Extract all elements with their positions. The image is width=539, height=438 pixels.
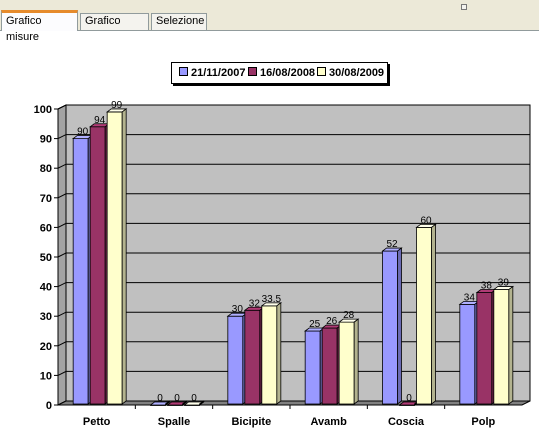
gridline xyxy=(57,341,530,347)
bar xyxy=(72,138,89,405)
data-label: 28 xyxy=(343,310,355,321)
data-label: 25 xyxy=(309,319,321,330)
bar xyxy=(493,289,510,405)
y-tick-label: 0 xyxy=(46,400,52,412)
bar xyxy=(89,126,106,405)
legend-swatch-2 xyxy=(248,67,257,76)
x-tick-label: Bicipite xyxy=(231,416,271,428)
gridline xyxy=(57,311,530,317)
bar-side xyxy=(182,400,187,406)
x-tick-label: Coscia xyxy=(388,416,425,428)
bar xyxy=(416,226,432,405)
legend-label-3: 30/08/2009 xyxy=(329,67,385,79)
gridline xyxy=(57,104,530,110)
resize-handle-icon xyxy=(461,4,467,10)
data-label: 39 xyxy=(498,278,510,289)
legend-swatch-1 xyxy=(179,67,188,76)
y-tick-label: 60 xyxy=(40,222,52,234)
data-label: 0 xyxy=(406,393,412,404)
bar-side xyxy=(353,318,359,405)
tab-selezione[interactable]: Selezione xyxy=(151,13,207,30)
bar xyxy=(261,305,278,405)
bar xyxy=(227,315,244,405)
data-label: 33.5 xyxy=(262,294,282,305)
x-tick-label: Polp xyxy=(471,416,495,428)
bar-side xyxy=(397,247,402,405)
gridline xyxy=(57,193,530,199)
legend-swatch-3 xyxy=(317,67,326,76)
x-tick-label: Petto xyxy=(83,416,111,428)
gridline xyxy=(57,134,530,140)
gridline xyxy=(57,370,530,376)
data-label: 34 xyxy=(464,292,476,303)
bar-side xyxy=(276,302,282,405)
gridline xyxy=(57,282,530,288)
data-label: 94 xyxy=(94,115,106,126)
plot-floor xyxy=(57,400,531,406)
gridline xyxy=(57,252,530,258)
bar-side xyxy=(508,285,514,405)
bar xyxy=(321,327,338,405)
y-tick-label: 90 xyxy=(40,134,52,146)
bar xyxy=(382,250,398,405)
tab-grafico-misure[interactable]: Grafico misure xyxy=(1,10,78,43)
data-label: 38 xyxy=(481,281,493,292)
y-tick-label: 30 xyxy=(40,311,52,323)
data-label: 26 xyxy=(326,316,338,327)
legend-label-2: 16/08/2008 xyxy=(260,67,316,79)
bar xyxy=(338,321,355,405)
bar xyxy=(106,111,123,405)
bar-side xyxy=(165,400,170,406)
data-label: 0 xyxy=(157,393,163,404)
bar xyxy=(244,309,261,405)
bar-side xyxy=(431,223,436,405)
y-tick-label: 100 xyxy=(34,104,52,116)
data-label: 0 xyxy=(191,393,197,404)
data-label: 60 xyxy=(420,215,432,226)
legend-label-1: 21/11/2007 xyxy=(191,67,246,79)
data-label: 30 xyxy=(232,304,244,315)
y-tick-label: 40 xyxy=(40,282,52,294)
data-label: 32 xyxy=(249,298,261,309)
y-tick-label: 20 xyxy=(40,341,52,353)
gridline xyxy=(57,222,530,228)
data-label: 90 xyxy=(77,127,89,138)
gridline xyxy=(57,163,530,169)
bar-side xyxy=(121,108,127,405)
x-tick-label: Spalle xyxy=(158,416,190,428)
y-tick-label: 70 xyxy=(40,193,52,205)
chart-legend: 21/11/2007 16/08/2008 30/08/2009 xyxy=(171,62,388,84)
legend-item-series-3: 30/08/2009 xyxy=(317,67,384,80)
x-tick-label: Avamb xyxy=(311,416,348,428)
data-label: 0 xyxy=(174,393,180,404)
data-label: 99 xyxy=(111,100,123,111)
y-tick-label: 80 xyxy=(40,163,52,175)
bar xyxy=(459,303,476,405)
bar xyxy=(476,292,493,405)
y-tick-label: 50 xyxy=(40,252,52,264)
bar xyxy=(304,330,321,405)
legend-item-series-2: 16/08/2008 xyxy=(248,67,315,80)
legend-item-series-1: 21/11/2007 xyxy=(179,67,245,80)
data-label: 52 xyxy=(386,239,398,250)
y-tick-label: 10 xyxy=(40,370,52,382)
bar-side xyxy=(199,400,204,406)
